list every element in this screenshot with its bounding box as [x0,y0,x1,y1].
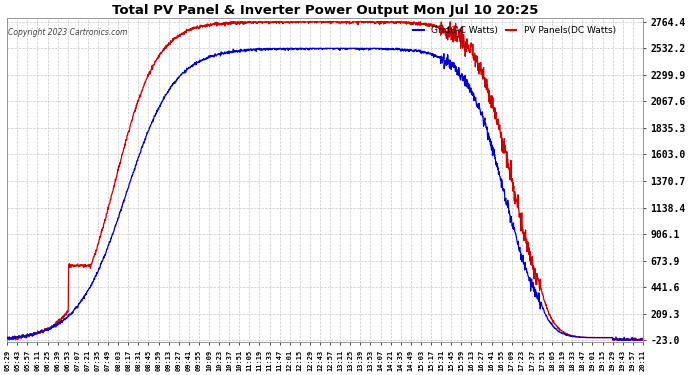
Legend: Grid(AC Watts), PV Panels(DC Watts): Grid(AC Watts), PV Panels(DC Watts) [410,23,620,39]
Title: Total PV Panel & Inverter Power Output Mon Jul 10 20:25: Total PV Panel & Inverter Power Output M… [112,4,538,17]
Text: Copyright 2023 Cartronics.com: Copyright 2023 Cartronics.com [8,28,128,37]
